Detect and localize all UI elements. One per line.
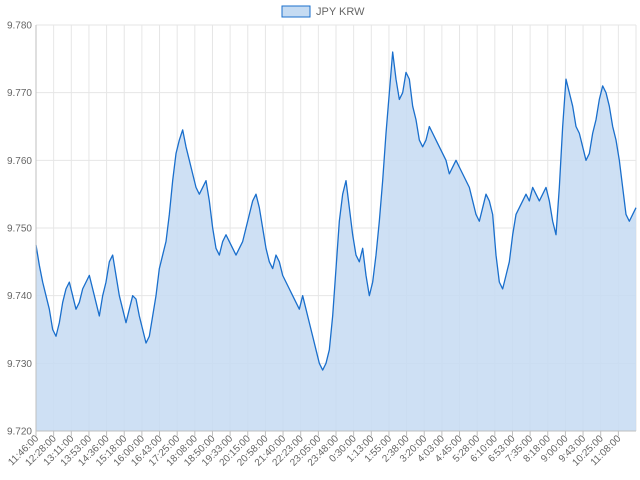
y-tick-label: 9.740 (7, 291, 32, 302)
y-tick-label: 9.730 (7, 359, 32, 370)
y-axis: 9.720 9.730 9.740 9.750 9.760 9.770 9.780 (7, 21, 37, 438)
legend-label: JPY KRW (316, 6, 365, 18)
y-tick-label: 9.720 (7, 427, 32, 438)
legend[interactable]: JPY KRW (281, 5, 365, 18)
x-axis: 11:46:0012:28:0013:11:0013:53:0014:36:00… (6, 430, 636, 469)
legend-swatch (281, 5, 311, 18)
y-tick-label: 9.750 (7, 224, 32, 235)
y-tick-label: 9.760 (7, 156, 32, 167)
y-tick-label: 9.770 (7, 88, 32, 99)
series-line (35, 51, 637, 371)
area-layer (35, 51, 637, 431)
y-tick-label: 9.780 (7, 21, 32, 32)
